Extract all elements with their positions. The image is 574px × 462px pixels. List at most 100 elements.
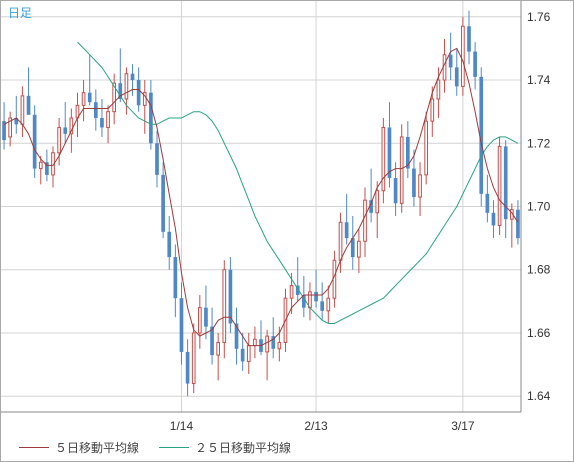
candle-body <box>216 341 221 356</box>
candle-body <box>32 114 37 169</box>
candle-body <box>399 136 404 204</box>
y-tick-label: 1.72 <box>527 136 551 150</box>
candle-body <box>8 117 13 138</box>
candle-body <box>332 259 337 299</box>
candle-body <box>485 193 490 213</box>
candle-body <box>167 231 172 258</box>
candle-body <box>179 298 184 352</box>
candle-body <box>204 307 208 327</box>
candle-body <box>155 143 159 175</box>
candle-body <box>228 269 233 324</box>
candle-body <box>503 146 508 220</box>
candle-body <box>240 348 245 362</box>
y-tick-label: 1.64 <box>527 389 551 403</box>
candle-body <box>277 341 282 350</box>
candle-body <box>93 102 98 118</box>
candle-body <box>393 178 398 204</box>
ma25-swatch-icon <box>159 447 189 448</box>
candle-body <box>442 54 447 81</box>
candle-body <box>57 126 61 154</box>
candle-body <box>191 332 196 385</box>
candle-body <box>405 136 410 169</box>
candle-body <box>467 26 471 52</box>
candle-body <box>246 345 251 362</box>
candle-body <box>14 117 19 125</box>
y-tick-label: 1.66 <box>527 326 551 340</box>
legend-ma25: ２５日移動平均線 <box>159 439 291 456</box>
candle-body <box>289 285 294 299</box>
candle-body <box>344 222 349 239</box>
candle-body <box>20 95 25 125</box>
y-tick-label: 1.68 <box>527 263 551 277</box>
candle-body <box>87 92 92 103</box>
candle-body <box>491 212 496 226</box>
candle-body <box>63 127 68 134</box>
candle-body <box>516 209 520 239</box>
candle-body <box>320 301 325 311</box>
candle-body <box>210 326 214 356</box>
candle-body <box>149 92 153 144</box>
candle-body <box>363 199 367 242</box>
candle-body <box>100 117 104 128</box>
candle-body <box>124 73 129 100</box>
candle-body <box>448 54 453 68</box>
candle-body <box>412 168 416 198</box>
legend-ma25-label: ２５日移動平均線 <box>195 441 292 455</box>
candle-body <box>314 291 318 302</box>
period-label: 日足 <box>8 6 33 20</box>
candle-body <box>454 67 459 87</box>
legend-ma5-label: ５日移動平均線 <box>55 441 140 455</box>
candle-body <box>130 73 135 81</box>
candle-body <box>326 297 331 312</box>
ma25-line <box>77 41 519 324</box>
candle-body <box>197 307 202 334</box>
candle-body <box>26 95 31 115</box>
candle-body <box>424 120 429 176</box>
candle-body <box>473 51 477 77</box>
y-tick-label: 1.76 <box>527 10 551 24</box>
candle-body <box>461 25 465 87</box>
ma5-swatch-icon <box>19 447 49 448</box>
x-tick-label: 2/13 <box>304 419 328 433</box>
candle-body <box>387 127 392 179</box>
candle-body <box>106 111 110 128</box>
candle-body <box>173 257 178 299</box>
candle-body <box>38 161 43 170</box>
candle-body <box>2 121 6 141</box>
candle-body <box>185 351 190 384</box>
candle-body <box>271 336 276 349</box>
candle-body <box>161 174 165 232</box>
candle-body <box>234 323 239 349</box>
candle-body <box>295 285 300 296</box>
y-tick-label: 1.74 <box>527 73 551 87</box>
candle-body <box>430 98 435 122</box>
candle-body <box>81 92 86 106</box>
candle-body <box>253 338 257 347</box>
candle-body <box>112 82 117 113</box>
legend-ma5: ５日移動平均線 <box>19 439 139 456</box>
candle-body <box>369 200 373 213</box>
candle-body <box>142 92 147 106</box>
candle-body <box>357 240 361 258</box>
candle-body <box>338 221 343 261</box>
ma5-line <box>3 47 519 347</box>
candle-body <box>301 295 306 308</box>
y-tick-label: 1.70 <box>527 200 551 214</box>
candle-body <box>45 162 49 175</box>
candle-body <box>375 190 380 214</box>
candle-body <box>381 126 386 192</box>
x-tick-label: 3/17 <box>451 419 475 433</box>
candle-body <box>436 79 441 100</box>
candle-body <box>479 76 484 194</box>
candle-body <box>136 80 141 106</box>
candle-body <box>497 145 502 226</box>
candle-body <box>69 117 74 135</box>
candle-body <box>350 238 355 258</box>
candle-body <box>418 174 422 198</box>
x-tick-label: 1/14 <box>170 419 194 433</box>
candle-body <box>308 291 312 309</box>
candle-body <box>222 269 227 343</box>
candle-body <box>265 335 269 353</box>
